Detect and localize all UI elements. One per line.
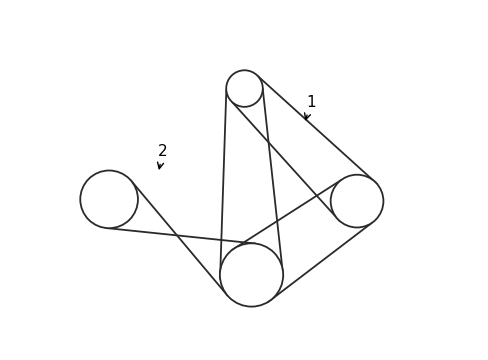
Text: 1: 1 — [304, 95, 315, 120]
Circle shape — [330, 175, 383, 228]
Circle shape — [226, 70, 262, 107]
Circle shape — [80, 171, 138, 228]
Circle shape — [220, 243, 283, 307]
Text: 2: 2 — [157, 144, 167, 169]
